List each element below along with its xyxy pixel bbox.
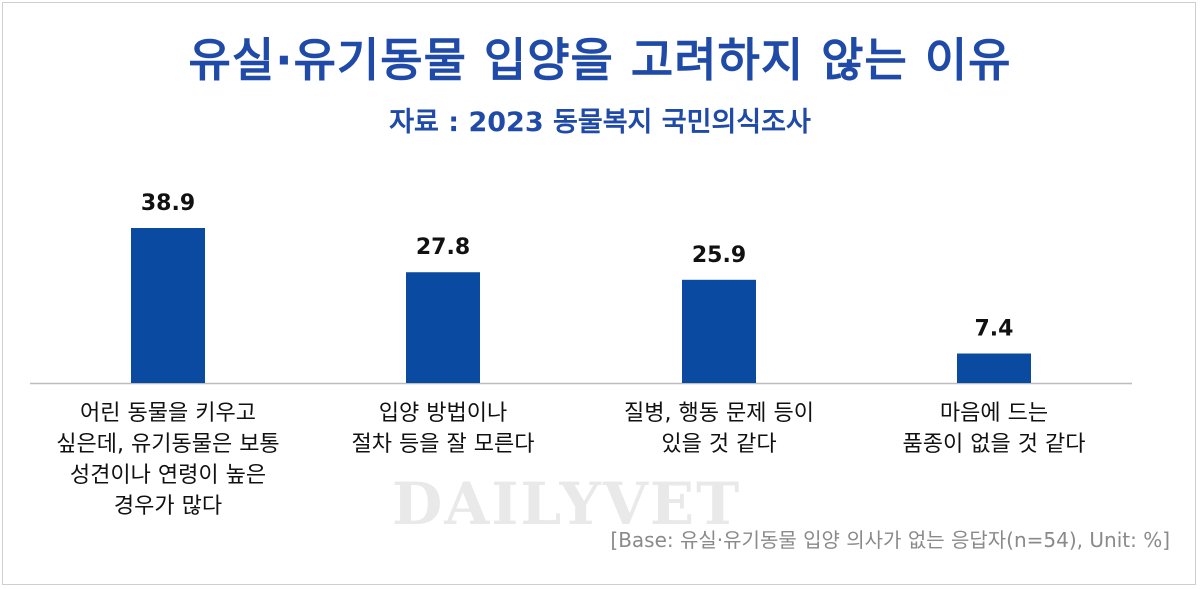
- value-label-4: 7.4: [975, 317, 1014, 342]
- category-label-3: 질병, 행동 문제 등이 있을 것 같다: [624, 401, 814, 457]
- category-label-1: 어린 동물을 키우고 싶은데, 유기동물은 보통 성견이나 연령이 높은 경우가…: [56, 401, 280, 519]
- bar-4: [957, 353, 1031, 383]
- base-note: [Base: 유실·유기동물 입양 의사가 없는 응답자(n=54), Unit…: [610, 528, 1170, 552]
- dailyvet-watermark: DAILYVET: [392, 470, 742, 538]
- value-label-1: 38.9: [141, 191, 195, 216]
- chart-subtitle: 자료 : 2023 동물복지 국민의식조사: [389, 107, 811, 138]
- value-label-2: 27.8: [416, 235, 470, 260]
- chart-title: 유실·유기동물 입양을 고려하지 않는 이유: [188, 33, 1012, 87]
- category-label-4: 마음에 드는 품종이 없을 것 같다: [902, 401, 1086, 457]
- bar-3: [682, 279, 756, 383]
- bar-2: [406, 272, 480, 383]
- category-label-2: 입양 방법이나 절차 등을 잘 모른다: [351, 401, 535, 457]
- bar-1: [131, 228, 205, 383]
- value-label-3: 25.9: [692, 243, 746, 268]
